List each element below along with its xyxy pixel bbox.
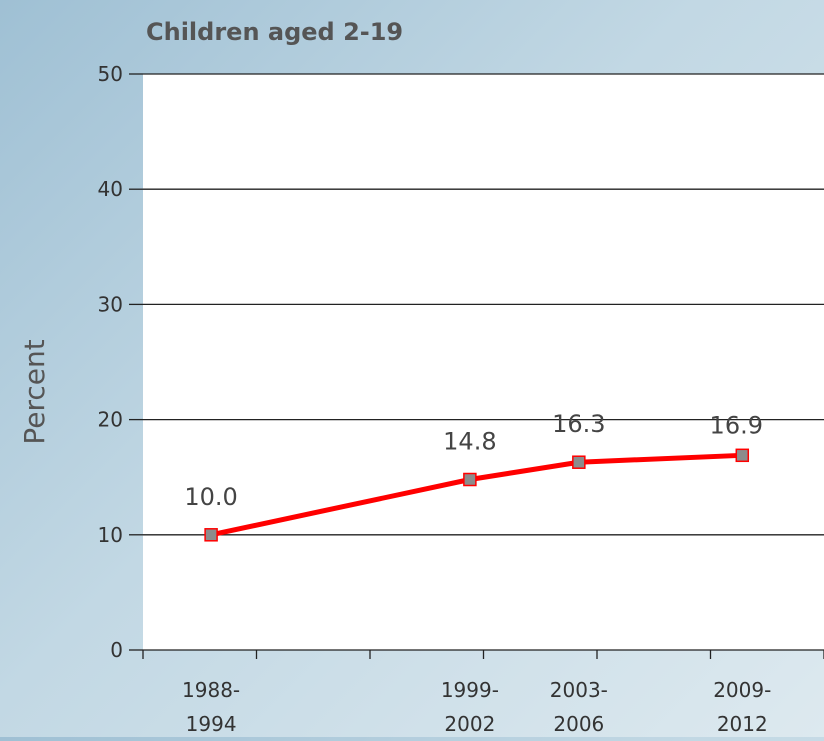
data-point-0 [204,528,218,542]
y-tick-label-20: 20 [98,408,123,432]
data-point-1 [463,472,477,487]
x-tick-label-1: 1999- 2002 [441,678,499,736]
y-tick-label-10: 10 [98,523,123,547]
axes: 010203040501988-19941999-20022003-200620… [98,62,824,736]
data-label-2: 16.3 [552,410,605,438]
y-tick-label-0: 0 [110,638,123,662]
series-polyline [208,452,745,538]
y-tick-label-30: 30 [98,292,123,316]
gridlines [143,73,824,536]
y-tick-label-50: 50 [98,62,123,86]
x-tick-label-line: 2012 [717,712,768,736]
chart-title: Children aged 2-19 [146,18,403,46]
x-tick-label-3: 2009- 2012 [713,678,771,736]
data-labels: 10.0 14.8 16.3 16.9 [184,410,763,511]
x-tick-label-line: 1994 [186,712,237,736]
y-axis-label: Percent [18,339,51,444]
data-markers [204,448,750,542]
x-tick-label-line: 1999- [441,678,499,702]
data-label-1: 14.8 [443,428,496,456]
x-tick-label-2: 2003- 2006 [550,678,608,736]
data-point-2 [572,455,586,469]
x-tick-label-0: 1988- 1994 [182,678,240,736]
data-point-3 [735,448,750,463]
data-label-0: 10.0 [184,483,237,511]
x-tick-label-line: 2003- [550,678,608,702]
x-tick-label-line: 1988- [182,678,240,702]
series-line [208,452,745,538]
x-tick-label-line: 2002 [444,712,495,736]
x-tick-label-line: 2006 [553,712,604,736]
plot-area [143,74,824,650]
data-label-3: 16.9 [710,411,763,439]
y-tick-label-40: 40 [98,177,123,201]
x-tick-label-line: 2009- [713,678,771,702]
